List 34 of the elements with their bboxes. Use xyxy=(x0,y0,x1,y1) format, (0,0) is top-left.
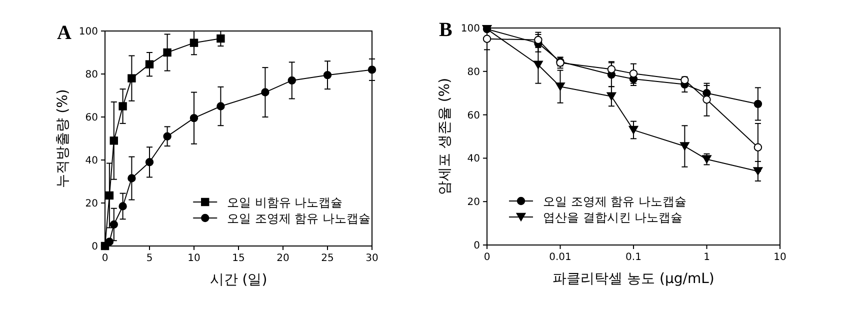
x-tick-label: 30 xyxy=(366,253,378,264)
x-tick-label: 0 xyxy=(102,253,108,264)
y-tick-label: 60 xyxy=(467,110,480,122)
x-tick-label: 10 xyxy=(774,252,786,263)
x-tick-label: 10 xyxy=(188,253,200,264)
x-tick-label: 25 xyxy=(321,253,334,264)
y-tick-label: 20 xyxy=(467,197,480,208)
chart-title: B xyxy=(439,19,452,41)
y-tick-label: 60 xyxy=(85,112,98,124)
y-tick-label: 0 xyxy=(474,240,480,252)
legend-label: 오일 조영제 함유 나노캡슐 xyxy=(227,212,371,226)
y-tick-label: 100 xyxy=(460,24,480,34)
y-axis-title: 누적방출량 (%) xyxy=(55,89,71,188)
x-tick-label: 0 xyxy=(484,252,490,263)
y-tick-label: 20 xyxy=(85,198,98,210)
chart-title: A xyxy=(57,22,72,44)
y-tick-label: 80 xyxy=(467,66,480,78)
x-tick-label: 0.1 xyxy=(626,252,642,263)
legend-label: 엽산을 결합시킨 나노캡슐 xyxy=(543,210,683,224)
legend-label: 오일 조영제 함유 나노캡슐 xyxy=(543,194,686,208)
x-tick-label: 5 xyxy=(146,253,153,264)
x-tick-label: 0.01 xyxy=(549,252,572,263)
x-axis-title: 파클리탁셀 농도 (μg/mL) xyxy=(552,271,714,287)
x-tick-label: 20 xyxy=(276,253,290,264)
x-tick-label: 1 xyxy=(704,252,710,263)
legend-label: 오일 비함유 나노캡슐 xyxy=(227,196,343,210)
y-tick-label: 80 xyxy=(85,70,98,80)
y-tick-label: 0 xyxy=(92,242,98,252)
x-axis-title: 시간 (일) xyxy=(210,272,268,288)
y-tick-label: 40 xyxy=(467,154,480,165)
y-tick-label: 100 xyxy=(78,26,98,38)
x-tick-label: 15 xyxy=(232,253,245,264)
y-axis-title: 암세포 생존율 (%) xyxy=(437,78,453,196)
y-tick-label: 40 xyxy=(85,156,98,166)
